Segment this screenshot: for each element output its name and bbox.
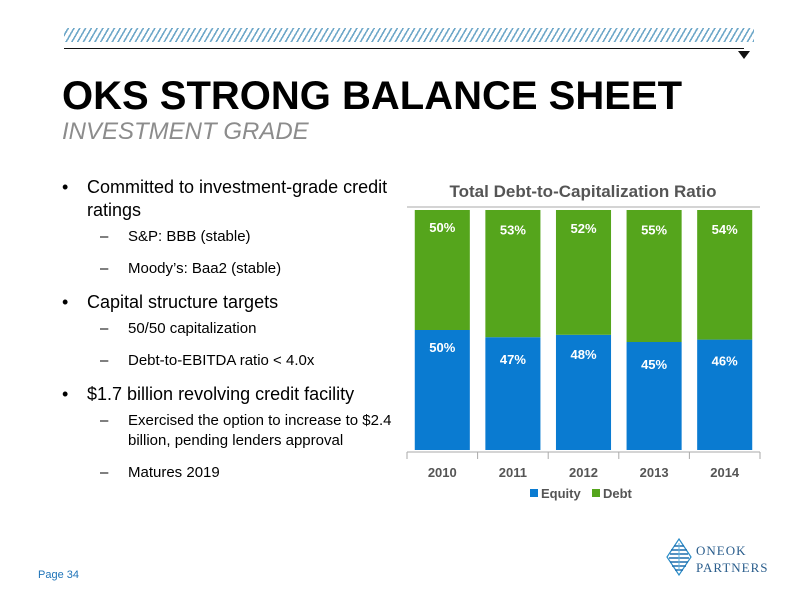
bullet-list: • Committed to investment-grade credit r… bbox=[60, 176, 400, 495]
x-tick-label: 2012 bbox=[569, 465, 598, 480]
data-label-equity-2012: 48% bbox=[570, 347, 596, 362]
chart-bars: 50% 50% 47% 53% 48% 52% 45% 55% 46% 54% bbox=[414, 210, 753, 450]
header-triangle-marker bbox=[738, 51, 750, 59]
bullet-item: • Committed to investment-grade credit r… bbox=[60, 176, 400, 222]
sub-bullet-item: – Matures 2019 bbox=[60, 463, 400, 483]
data-label-debt-2012: 52% bbox=[570, 221, 596, 236]
bullet-text: Committed to investment-grade credit rat… bbox=[87, 177, 388, 220]
sub-bullet-dash: – bbox=[100, 228, 109, 245]
chart-x-axis: 2010 2011 2012 2013 2014 bbox=[406, 451, 761, 480]
x-tick-label: 2013 bbox=[640, 465, 669, 480]
bar-equity-2011 bbox=[485, 337, 541, 450]
bar-equity-2012 bbox=[555, 334, 612, 450]
data-label-equity-2013: 45% bbox=[641, 357, 667, 372]
sub-bullet-text: Debt-to-EBITDA ratio < 4.0x bbox=[128, 352, 315, 369]
sub-bullet-dash: – bbox=[100, 260, 109, 277]
data-label-equity-2010: 50% bbox=[429, 340, 455, 355]
data-label-debt-2013: 55% bbox=[641, 223, 667, 238]
legend-swatch-debt bbox=[592, 489, 600, 497]
legend-label-equity: Equity bbox=[541, 486, 581, 501]
sub-bullet-item: – Debt-to-EBITDA ratio < 4.0x bbox=[60, 351, 400, 371]
sub-bullet-text: Moody’s: Baa2 (stable) bbox=[128, 260, 282, 277]
sub-bullet-dash: – bbox=[100, 412, 109, 429]
x-tick-label: 2010 bbox=[428, 465, 457, 480]
sub-bullet-item: – Moody’s: Baa2 (stable) bbox=[60, 259, 400, 279]
x-tick-label: 2014 bbox=[710, 465, 740, 480]
sub-bullet-item: – S&P: BBB (stable) bbox=[60, 227, 400, 247]
bullet-text: $1.7 billion revolving credit facility bbox=[87, 384, 355, 404]
legend-swatch-equity bbox=[530, 489, 538, 497]
bullet-dot: • bbox=[62, 384, 69, 404]
bar-equity-2014 bbox=[697, 339, 753, 450]
bullet-item: • Capital structure targets bbox=[60, 291, 400, 314]
sub-bullet-text: Exercised the option to increase to $2.4… bbox=[128, 412, 392, 449]
bar-equity-2013 bbox=[626, 342, 682, 450]
data-label-debt-2011: 53% bbox=[500, 223, 526, 238]
sub-bullet-text: Matures 2019 bbox=[128, 464, 220, 481]
data-label-debt-2014: 54% bbox=[712, 222, 738, 237]
oneok-logo-icon bbox=[666, 538, 692, 576]
sub-bullet-dash: – bbox=[100, 352, 109, 369]
bullet-text: Capital structure targets bbox=[87, 292, 279, 312]
bar-equity-2010 bbox=[414, 330, 470, 450]
bullet-item: • $1.7 billion revolving credit facility bbox=[60, 383, 400, 406]
sub-bullet-dash: – bbox=[100, 464, 109, 481]
logo-line-1: ONEOK bbox=[696, 543, 747, 558]
page-subtitle: INVESTMENT GRADE bbox=[62, 118, 309, 145]
debt-to-capitalization-chart: Total Debt-to-Capitalization Ratio 50%50… bbox=[406, 182, 761, 501]
logo-line-2: PARTNERS bbox=[696, 560, 769, 575]
decorative-hatch-band bbox=[64, 28, 754, 42]
bar-debt-2011 bbox=[485, 210, 541, 338]
sub-bullet-item: – Exercised the option to increase to $2… bbox=[60, 411, 400, 451]
data-label-debt-2010: 50% bbox=[429, 220, 455, 235]
chart-title: Total Debt-to-Capitalization Ratio bbox=[450, 182, 717, 201]
sub-bullet-item: – 50/50 capitalization bbox=[60, 319, 400, 339]
data-label-equity-2014: 46% bbox=[712, 354, 738, 369]
bar-debt-2013 bbox=[626, 210, 682, 342]
page-number: Page 34 bbox=[38, 569, 79, 581]
bar-debt-2012 bbox=[555, 210, 612, 335]
page-title: OKS STRONG BALANCE SHEET bbox=[62, 74, 683, 118]
sub-bullet-text: 50/50 capitalization bbox=[128, 320, 257, 337]
bullet-dot: • bbox=[62, 177, 69, 197]
header-rule bbox=[64, 48, 744, 49]
logo-wordmark: ONEOK PARTNERS bbox=[696, 542, 769, 576]
sub-bullet-text: S&P: BBB (stable) bbox=[128, 228, 251, 245]
bar-debt-2010 bbox=[414, 210, 470, 330]
bar-debt-2014 bbox=[697, 210, 753, 340]
sub-bullet-dash: – bbox=[100, 320, 109, 337]
data-label-equity-2011: 47% bbox=[500, 352, 526, 367]
oneok-partners-logo: ONEOK PARTNERS bbox=[666, 538, 776, 578]
x-tick-label: 2011 bbox=[499, 465, 527, 480]
legend-label-debt: Debt bbox=[603, 486, 633, 501]
bullet-dot: • bbox=[62, 292, 69, 312]
chart-legend: Equity Debt bbox=[530, 486, 633, 501]
